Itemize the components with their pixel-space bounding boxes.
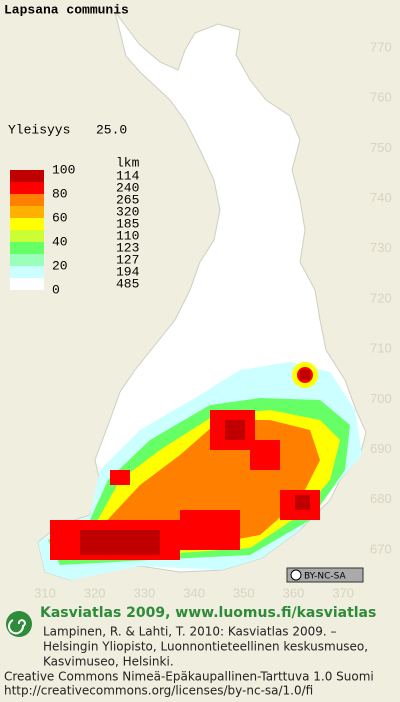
legend-swatch [10,194,44,206]
legend-count: 123 [116,240,139,255]
legend-swatch [10,182,44,194]
legend-count: 114 [116,168,140,183]
legend-swatch [10,218,44,230]
y-tick-label: 690 [370,441,392,456]
legend-count: 194 [116,264,140,279]
y-tick-label: 740 [370,190,392,205]
legend-class-label: 0 [52,282,60,297]
license: Creative Commons Nimeä-Epäkaupallinen-Ta… [4,670,374,698]
y-tick-label: 730 [370,240,392,255]
license-badge: BY-NC-SA [286,567,364,583]
badge-box [286,567,364,583]
logo-spiral [8,619,26,635]
y-tick-label: 770 [370,39,392,54]
x-tick-label: 340 [183,585,205,600]
x-tick-label: 370 [332,585,354,600]
count-header: lkm [116,155,140,170]
legend-swatch [10,242,44,254]
y-tick-label: 710 [370,341,392,356]
x-tick-label: 310 [34,585,56,600]
license-line: http://creativecommons.org/licenses/by-n… [4,684,313,698]
legend-count: 110 [116,228,139,243]
frequency-value: 25.0 [96,122,127,137]
x-tick-label: 320 [84,585,106,600]
legend-class-label: 100 [52,162,75,177]
citation: Lampinen, R. & Lahti, T. 2010: Kasviatla… [43,625,368,669]
x-tick-label: 350 [233,585,255,600]
citation-line: Lampinen, R. & Lahti, T. 2010: Kasviatla… [43,625,337,639]
legend-count: 320 [116,204,139,219]
y-tick-label: 700 [370,391,392,406]
legend-class-label: 40 [52,234,68,249]
legend-count: 127 [116,252,139,267]
y-tick-label: 760 [370,90,392,105]
license-line: Creative Commons Nimeä-Epäkaupallinen-Ta… [4,670,374,684]
citation-line: Kasvimuseo, Helsinki. [43,655,174,669]
legend-count: 185 [116,216,139,231]
logo [6,611,32,637]
legend-swatch [10,266,44,278]
badge-text: BY-NC-SA [304,572,347,582]
x-tick-label: 360 [283,585,305,600]
cc-icon [290,569,302,581]
y-tick-label: 720 [370,290,392,305]
species-title: Lapsana communis [4,2,129,17]
legend-class-label: 20 [52,258,68,273]
frequency-label: Yleisyys [8,122,70,137]
legend-count: 240 [116,180,139,195]
legend-class-label: 60 [52,210,68,225]
map-axes: 770 760 750 740 730 720 710 700 690 680 670 310 320 3… [34,39,392,600]
y-tick-label: 750 [370,140,392,155]
legend-count: 485 [116,276,139,291]
legend-swatch [10,254,44,266]
legend-class-label: 80 [52,186,68,201]
citation-line: Helsingin Yliopisto, Luonnontieteellinen… [43,640,368,654]
legend-swatch [10,170,44,182]
legend-count: 265 [116,192,139,207]
y-tick-label: 680 [370,491,392,506]
site-title: Kasviatlas 2009, www.luomus.fi/kasviatla… [40,605,376,621]
occurrence-cells [38,362,362,580]
legend-swatch [10,206,44,218]
legend-swatch [10,278,44,290]
legend-swatch [10,230,44,242]
x-tick-label: 330 [134,585,156,600]
y-tick-label: 670 [370,541,392,556]
